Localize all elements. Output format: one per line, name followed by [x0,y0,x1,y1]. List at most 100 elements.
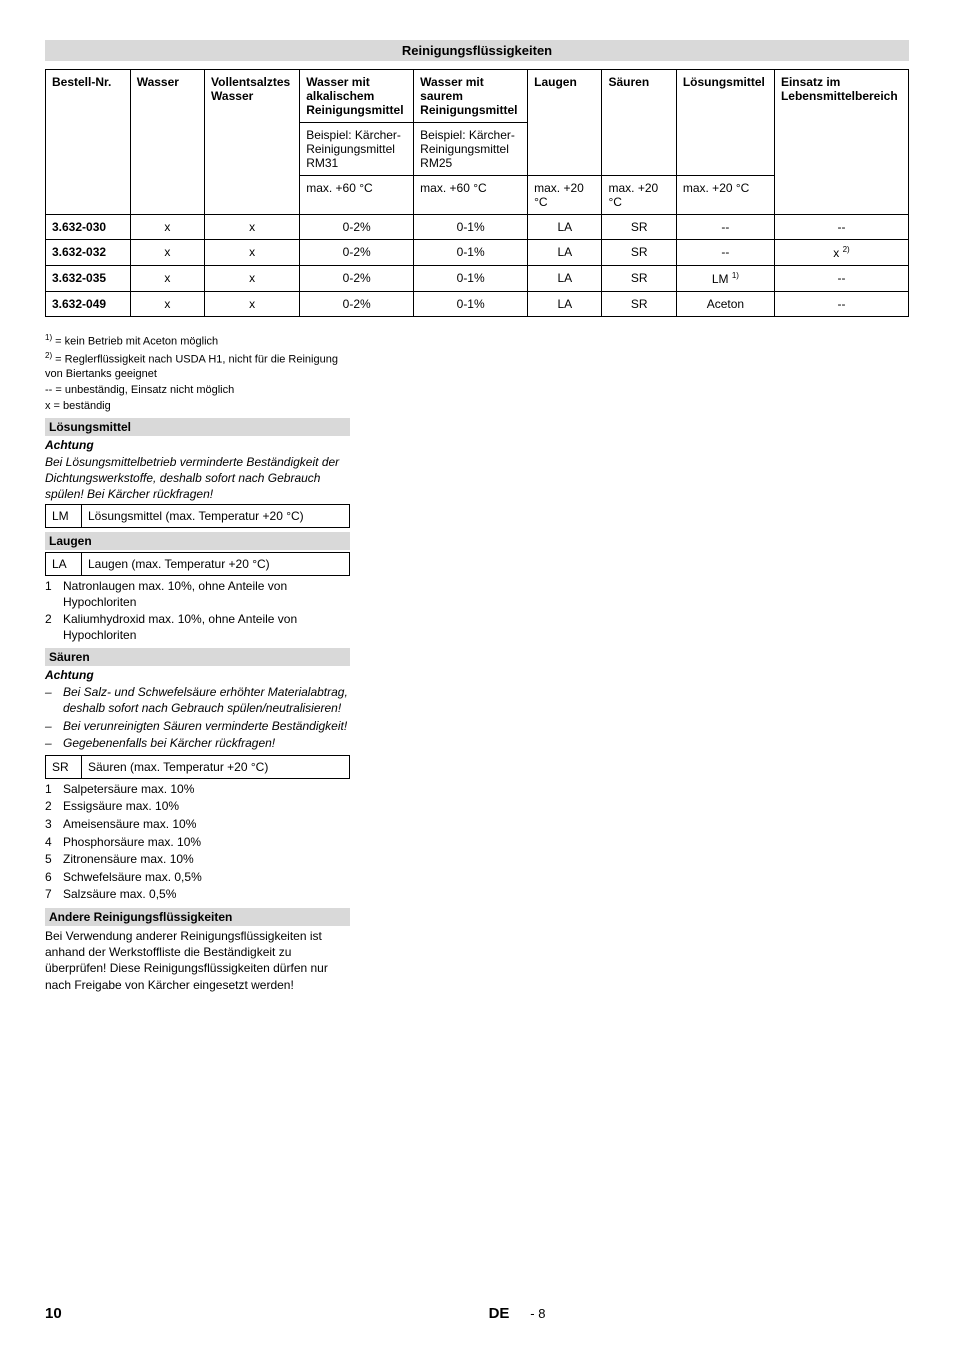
cell: -- [774,215,908,240]
page-footer: 10 DE - 8 [45,1305,909,1322]
footnotes: 1) = kein Betrieb mit Aceton möglich2) =… [45,333,350,414]
table-row: 3.632-049xx0-2%0-1%LASRAceton-- [46,292,909,317]
col-header: Vollentsalztes Wasser [205,70,300,215]
code-cell: LA [46,553,82,576]
lm-table: LM Lösungsmittel (max. Temperatur +20 °C… [45,504,350,528]
footnote: 2) = Reglerflüssigkeit nach USDA H1, nic… [45,351,350,382]
cell: 0-1% [414,215,528,240]
table-row: 3.632-030xx0-2%0-1%LASR---- [46,215,909,240]
lm-heading: Lösungsmittel [45,418,350,436]
cell: SR [602,240,676,266]
cell: Beispiel: Kärcher-Reinigungsmittel RM25 [414,123,528,176]
cell: -- [774,266,908,292]
table-header-row: Bestell-Nr. Wasser Vollentsalztes Wasser… [46,70,909,123]
code-cell: SR [46,755,82,778]
footnote: 1) = kein Betrieb mit Aceton möglich [45,333,350,350]
footer-lang: DE [489,1305,510,1322]
col-header: Lösungsmittel [676,70,774,176]
cell: 3.632-035 [46,266,131,292]
page-number-left: 10 [45,1305,125,1322]
cell: max. +60 °C [414,176,528,215]
cell: SR [602,266,676,292]
attention-label: Achtung [45,438,350,452]
cell: SR [602,292,676,317]
col-header: Wasser [130,70,204,215]
la-table: LA Laugen (max. Temperatur +20 °C) [45,552,350,576]
cell: Beispiel: Kärcher-Reinigungsmittel RM31 [300,123,414,176]
list-item: 6Schwefelsäure max. 0,5% [45,869,350,887]
la-heading: Laugen [45,532,350,550]
list-item: 3Ameisensäure max. 10% [45,816,350,834]
cell: max. +60 °C [300,176,414,215]
other-text: Bei Verwendung anderer Reinigungsflüssig… [45,928,350,993]
col-header: Wasser mit alkalischem Reinigungsmittel [300,70,414,123]
cell: LM 1) [676,266,774,292]
cell: max. +20 °C [676,176,774,215]
desc-cell: Laugen (max. Temperatur +20 °C) [82,553,350,576]
attention-label: Achtung [45,668,350,682]
list-item: 2Kaliumhydroxid max. 10%, ohne Anteile v… [45,611,350,644]
cell: Aceton [676,292,774,317]
cell: 0-2% [300,240,414,266]
code-cell: LM [46,505,82,528]
list-item: 2Essigsäure max. 10% [45,798,350,816]
cell: -- [774,292,908,317]
cell: x [130,215,204,240]
cell: LA [528,240,602,266]
list-item: 1Salpetersäure max. 10% [45,781,350,799]
cell: 3.632-030 [46,215,131,240]
col-header: Bestell-Nr. [46,70,131,215]
col-header: Laugen [528,70,602,176]
cell: SR [602,215,676,240]
cell: 0-2% [300,215,414,240]
sr-list: 1Salpetersäure max. 10%2Essigsäure max. … [45,781,350,904]
main-table: Bestell-Nr. Wasser Vollentsalztes Wasser… [45,69,909,317]
cell: LA [528,292,602,317]
list-item: 1Natronlaugen max. 10%, ohne Anteile von… [45,578,350,611]
section-title: Reinigungsflüssigkeiten [45,40,909,61]
footnote: x = beständig [45,399,350,414]
cell: -- [676,215,774,240]
list-item: –Bei verunreinigten Säuren verminderte B… [45,718,350,736]
cell: LA [528,266,602,292]
col-header: Wasser mit saurem Reinigungsmittel [414,70,528,123]
cell: x [205,292,300,317]
cell: 0-2% [300,266,414,292]
lm-text: Bei Lösungsmittelbetrieb verminderte Bes… [45,454,350,503]
table-row: 3.632-035xx0-2%0-1%LASRLM 1)-- [46,266,909,292]
desc-cell: Säuren (max. Temperatur +20 °C) [82,755,350,778]
cell: 3.632-032 [46,240,131,266]
cell: 0-1% [414,266,528,292]
sr-table: SR Säuren (max. Temperatur +20 °C) [45,755,350,779]
cell: x 2) [774,240,908,266]
la-list: 1Natronlaugen max. 10%, ohne Anteile von… [45,578,350,644]
cell: x [205,240,300,266]
cell: LA [528,215,602,240]
cell: x [130,266,204,292]
col-header: Säuren [602,70,676,176]
list-item: 4Phosphorsäure max. 10% [45,834,350,852]
cell: 0-1% [414,240,528,266]
table-row: 3.632-032xx0-2%0-1%LASR--x 2) [46,240,909,266]
footer-sub: - 8 [530,1306,545,1321]
cell: x [130,240,204,266]
sr-heading: Säuren [45,648,350,666]
list-item: –Bei Salz- und Schwefelsäure erhöhter Ma… [45,684,350,717]
sr-warnings: –Bei Salz- und Schwefelsäure erhöhter Ma… [45,684,350,752]
col-header: Einsatz im Lebensmittelbereich [774,70,908,215]
list-item: –Gegebenenfalls bei Kärcher rückfragen! [45,735,350,753]
other-heading: Andere Reinigungsflüssigkeiten [45,908,350,926]
cell: max. +20 °C [528,176,602,215]
list-item: 7Salzsäure max. 0,5% [45,886,350,904]
list-item: 5Zitronensäure max. 10% [45,851,350,869]
cell: x [205,266,300,292]
cell: 0-1% [414,292,528,317]
cell: -- [676,240,774,266]
footnote: -- = unbeständig, Einsatz nicht möglich [45,383,350,398]
cell: 0-2% [300,292,414,317]
cell: x [130,292,204,317]
desc-cell: Lösungsmittel (max. Temperatur +20 °C) [82,505,350,528]
cell: x [205,215,300,240]
cell: 3.632-049 [46,292,131,317]
cell: max. +20 °C [602,176,676,215]
